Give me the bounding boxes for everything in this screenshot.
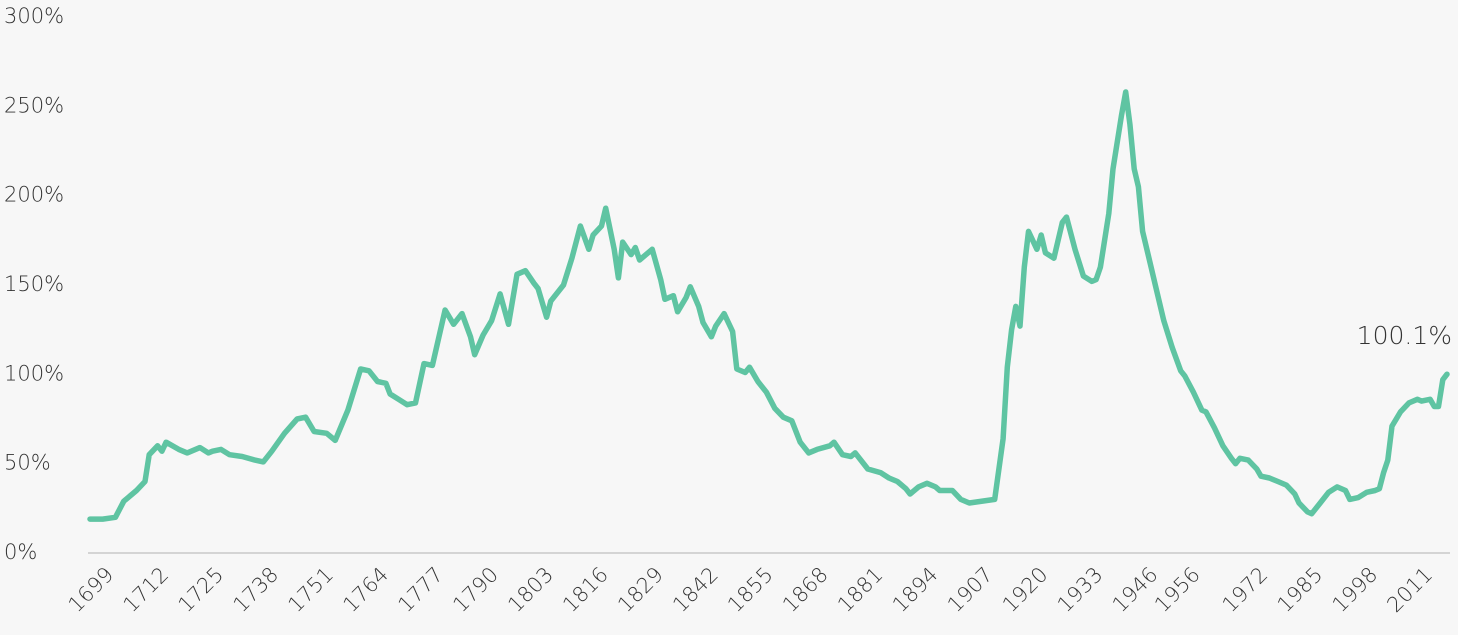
y-tick-label: 100% [4,361,64,385]
annotation: 100.1% [1357,321,1452,350]
y-tick-label: 200% [4,183,64,207]
x-tick-label: 1699 [64,562,119,617]
x-tick-label: 1920 [998,562,1053,617]
y-tick-label: 250% [4,93,64,117]
x-tick-label: 1790 [448,562,503,617]
x-tick-label: 1972 [1218,562,1273,617]
x-tick-label: 1881 [833,562,888,617]
x-tick-label: 1985 [1273,562,1328,617]
y-tick-label: 300% [4,4,64,28]
x-tick-label: 1933 [1053,562,1108,617]
x-tick-label: 1868 [778,562,833,617]
x-tick-label: 1816 [558,562,613,617]
x-tick-label: 1777 [393,562,448,617]
x-tick-label: 1764 [338,562,393,617]
x-tick-label: 1738 [228,562,283,617]
x-tick-label: 1725 [173,562,228,617]
x-tick-label: 1946 [1108,562,1163,617]
y-tick-label: 0% [4,540,37,564]
x-tick-label: 1907 [943,562,998,617]
data-line [87,89,1450,522]
y-tick-label: 50% [4,451,51,475]
x-tick-label: 1842 [668,562,723,617]
x-tick-label: 1956 [1150,562,1205,617]
x-tick-label: 1894 [888,562,943,617]
x-tick-label: 1803 [503,562,558,617]
x-tick-label: 1829 [613,562,668,617]
x-tick-label: 1998 [1328,562,1383,617]
x-tick-label: 2011 [1382,562,1437,617]
x-tick-label: 1855 [723,562,778,617]
x-tick-label: 1751 [283,562,338,617]
x-tick-label: 1712 [118,562,173,617]
y-tick-label: 150% [4,272,64,296]
